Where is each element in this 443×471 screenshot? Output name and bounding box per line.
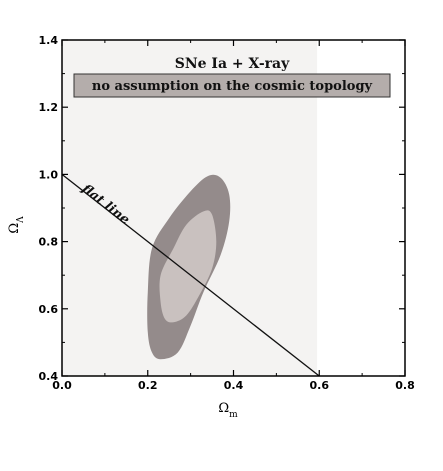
subtitle-box: [73, 73, 391, 98]
y-tick-label: 0.6: [39, 303, 59, 316]
x-tick-label: 0.8: [395, 379, 415, 392]
x-tick-label: 0.0: [52, 379, 72, 392]
y-tick-label: 0.8: [39, 236, 59, 249]
y-tick-label: 1.4: [39, 34, 59, 47]
y-axis-label: ΩΛ: [7, 216, 26, 234]
y-tick-label: 0.4: [39, 370, 59, 383]
contour-inner: [159, 210, 217, 323]
contour-group: [147, 174, 231, 360]
y-tick-label: 1.0: [39, 168, 59, 181]
tick-group: 0.0 0.2 0.4 0.6 0.8 0.4 0.6 0.8 1.0 1.2 1.4: [39, 34, 415, 392]
chart-title: SNe Ia + X-ray: [175, 56, 290, 72]
x-tick-label: 0.2: [138, 379, 158, 392]
y-tick-label: 1.2: [39, 101, 59, 114]
x-tick-label: 0.4: [224, 379, 244, 392]
flat-line: [61, 173, 320, 377]
chart-subtitle: no assumption on the cosmic topology: [92, 79, 373, 94]
x-axis-label: Ωm: [218, 401, 238, 420]
x-tick-label: 0.6: [310, 379, 330, 392]
